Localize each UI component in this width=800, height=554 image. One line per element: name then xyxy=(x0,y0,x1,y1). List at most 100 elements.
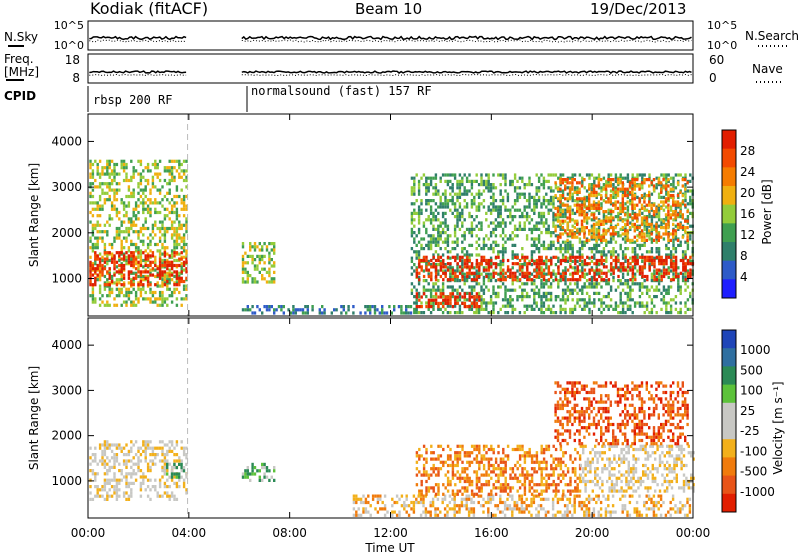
heatmap-cell xyxy=(660,255,663,259)
heatmap-cell xyxy=(523,227,526,231)
heatmap-cell xyxy=(120,230,123,234)
heatmap-cell xyxy=(258,469,261,473)
heatmap-cell xyxy=(258,248,261,252)
heatmap-cell xyxy=(602,199,606,203)
heatmap-cell xyxy=(602,265,606,269)
heatmap-cell xyxy=(569,253,572,257)
heatmap-cell xyxy=(413,179,416,183)
freq-left-tick-low: 8 xyxy=(72,71,80,85)
heatmap-cell xyxy=(185,255,188,259)
heatmap-cell xyxy=(122,494,126,498)
heatmap-cell xyxy=(166,263,169,268)
heatmap-cell xyxy=(161,465,164,469)
heatmap-cell xyxy=(175,443,179,447)
heatmap-cell xyxy=(550,271,553,275)
heatmap-cell xyxy=(509,298,512,302)
heatmap-cell xyxy=(422,269,426,273)
heatmap-cell xyxy=(494,301,498,305)
heatmap-cell xyxy=(142,440,145,444)
heatmap-cell xyxy=(132,191,135,195)
heatmap-cell xyxy=(633,206,636,210)
heatmap-cell xyxy=(537,215,541,219)
heatmap-cell xyxy=(175,233,179,237)
heatmap-cell xyxy=(139,278,143,282)
heatmap-cell xyxy=(516,298,519,302)
heatmap-cell xyxy=(516,227,519,231)
heatmap-cell xyxy=(173,239,176,243)
heatmap-cell xyxy=(137,268,140,272)
heatmap-cell xyxy=(614,215,618,219)
heatmap-cell xyxy=(612,216,615,220)
heatmap-cell xyxy=(667,255,671,259)
heatmap-cell xyxy=(593,256,596,260)
heatmap-cell xyxy=(645,234,649,238)
heatmap-cell xyxy=(166,166,169,170)
heatmap-cell xyxy=(91,188,95,192)
heatmap-cell xyxy=(612,250,615,254)
heatmap-cell xyxy=(645,219,648,223)
heatmap-cell xyxy=(413,176,416,180)
heatmap-cell xyxy=(261,258,264,262)
heatmap-cell xyxy=(125,465,128,469)
heatmap-cell xyxy=(110,246,114,250)
heatmap-cell xyxy=(134,478,138,482)
heatmap-cell xyxy=(444,240,447,244)
heatmap-cell xyxy=(342,305,345,309)
heatmap-cell xyxy=(127,273,131,277)
heatmap-cell xyxy=(547,243,550,247)
heatmap-cell xyxy=(499,275,502,279)
heatmap-cell xyxy=(125,162,128,167)
heatmap-cell xyxy=(597,222,600,226)
heatmap-cell xyxy=(595,278,599,282)
heatmap-cell xyxy=(246,466,249,470)
heatmap-cell xyxy=(149,488,152,492)
heatmap-cell xyxy=(142,278,145,282)
heatmap-cell xyxy=(154,283,157,287)
heatmap-cell xyxy=(106,262,109,266)
heatmap-cell xyxy=(588,268,591,272)
heatmap-cell xyxy=(122,207,126,211)
heatmap-cell xyxy=(593,298,596,302)
heatmap-cell xyxy=(552,279,555,283)
heatmap-cell xyxy=(417,189,421,193)
heatmap-cell xyxy=(468,243,471,247)
heatmap-cell xyxy=(518,176,522,180)
heatmap-cell xyxy=(120,162,123,167)
heatmap-cell xyxy=(118,210,121,215)
heatmap-cell xyxy=(473,278,476,282)
heatmap-cell xyxy=(461,268,464,272)
heatmap-cell xyxy=(249,478,252,482)
heatmap-cell xyxy=(581,266,584,270)
heatmap-cell xyxy=(514,255,517,259)
heatmap-cell xyxy=(581,176,584,180)
heatmap-cell xyxy=(556,235,560,239)
heatmap-cell xyxy=(441,211,445,215)
heatmap-cell xyxy=(369,513,372,517)
heatmap-cell xyxy=(588,197,591,201)
heatmap-cell xyxy=(482,189,486,193)
heatmap-cell xyxy=(634,258,637,263)
heatmap-cell xyxy=(636,256,639,260)
heatmap-cell xyxy=(689,189,692,193)
heatmap-cell xyxy=(175,217,179,221)
heatmap-cell xyxy=(533,202,536,206)
heatmap-cell xyxy=(576,206,579,210)
heatmap-cell xyxy=(168,294,171,298)
heatmap-cell xyxy=(616,206,620,210)
heatmap-cell xyxy=(132,287,135,291)
heatmap-cell xyxy=(545,218,548,222)
heatmap-cell xyxy=(672,203,675,207)
heatmap-cell xyxy=(149,249,152,253)
heatmap-cell xyxy=(650,301,654,305)
heatmap-cell xyxy=(607,304,610,308)
heatmap-cell xyxy=(636,219,639,223)
heatmap-cell xyxy=(98,230,102,234)
heatmap-cell xyxy=(677,266,680,270)
heatmap-cell xyxy=(149,268,152,272)
heatmap-cell xyxy=(139,485,143,489)
heatmap-cell xyxy=(134,246,138,250)
heatmap-cell xyxy=(657,183,661,187)
heatmap-cell xyxy=(593,247,596,251)
heatmap-cell xyxy=(122,462,126,466)
heatmap-cell xyxy=(149,201,152,205)
